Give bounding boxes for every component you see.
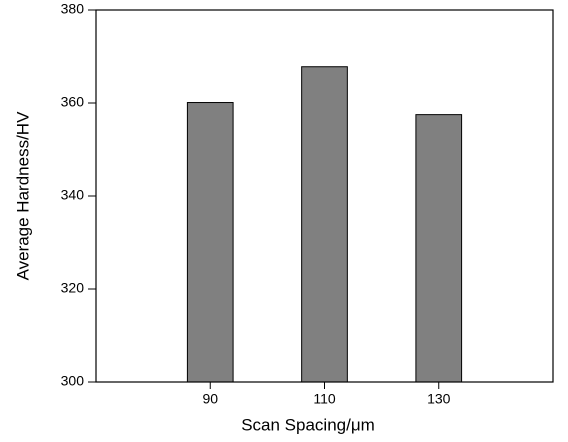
bar — [186, 102, 234, 383]
x-tick-label: 110 — [313, 391, 336, 407]
x-axis-title: Scan Spacing/μm — [241, 415, 375, 434]
x-tick-label: 130 — [427, 391, 451, 407]
bar — [301, 66, 348, 383]
y-tick-label: 380 — [61, 1, 85, 17]
y-axis-title: Average Hardness/HV — [13, 111, 32, 280]
y-tick-label: 320 — [61, 280, 85, 296]
x-tick-label: 90 — [202, 391, 218, 407]
y-tick-label: 300 — [61, 373, 85, 389]
plot-frame — [95, 9, 554, 383]
bar — [415, 114, 463, 383]
y-tick-label: 340 — [61, 187, 85, 203]
y-tick-label: 360 — [61, 94, 85, 110]
